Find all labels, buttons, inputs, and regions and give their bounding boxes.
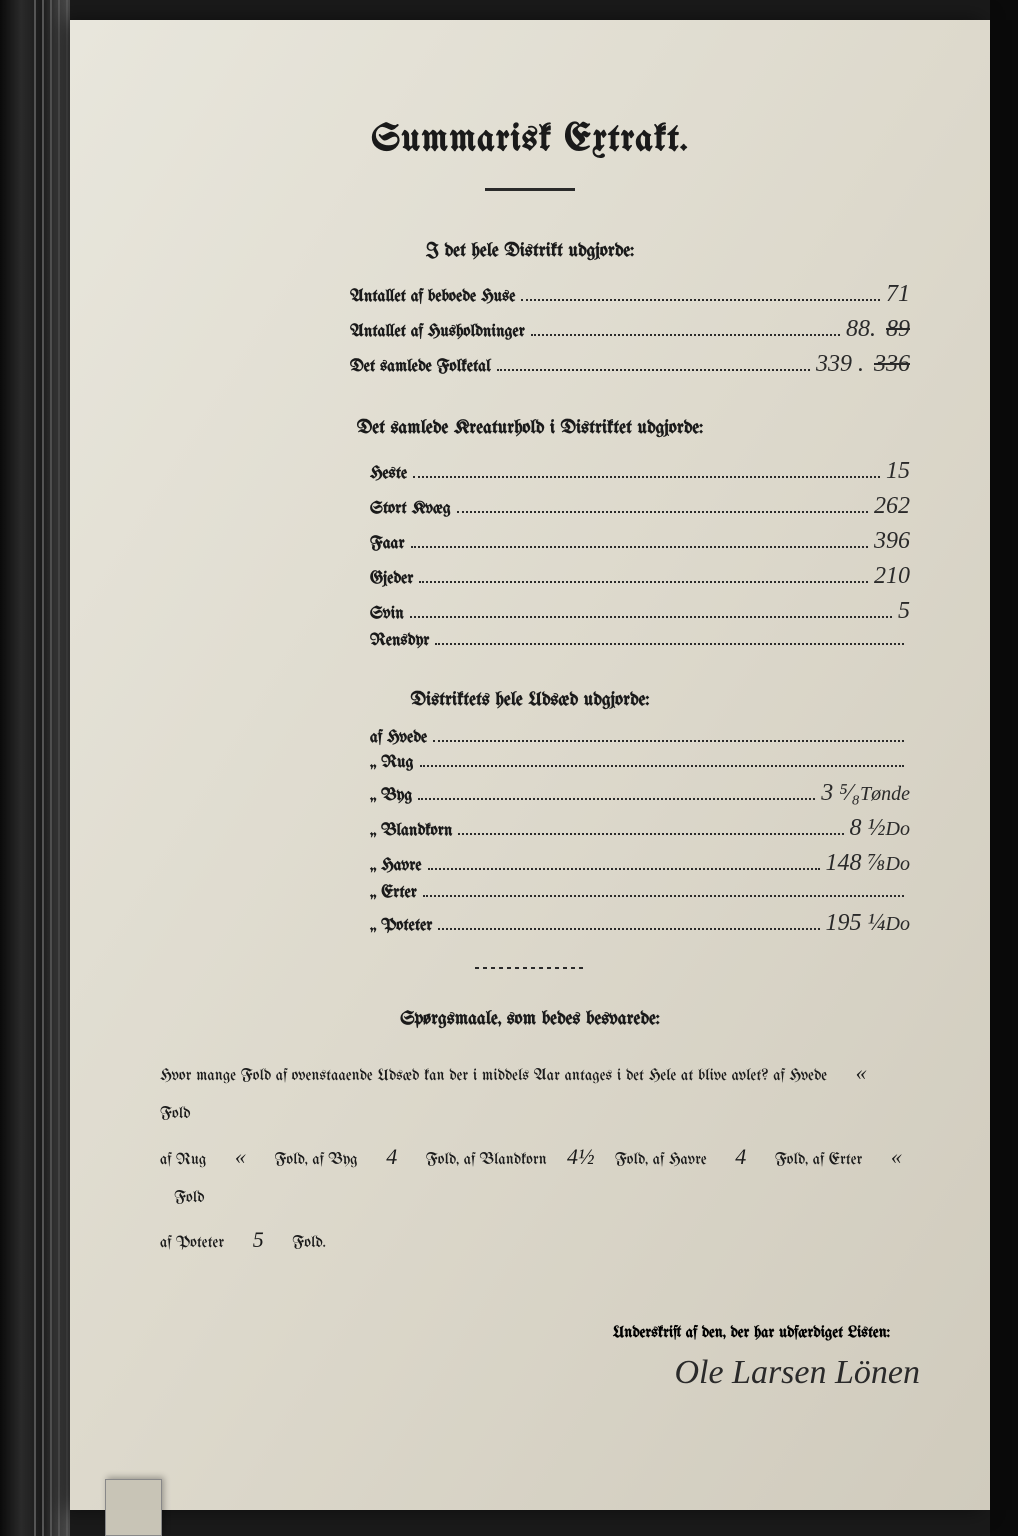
leader-dots [419,581,868,583]
value-sheep: 396 [874,528,910,555]
leader-dots [438,928,819,930]
leader-dots [435,643,904,645]
q-label-bland: Fold, af Blandkorn [426,1152,547,1169]
row-horses: Heste 15 [370,458,910,485]
value-barley: 3 ⁵⁄₈ [821,780,860,807]
section-heading-questions: Spørgsmaale, som bedes besvarede: [70,1009,990,1029]
value-houses: 71 [886,281,910,308]
unit-barley: Tønde [860,783,910,806]
q-val-rug: « [220,1133,260,1181]
leader-dots [497,369,810,371]
row-households: Antallet af Husholdninger 88. 89 [350,316,910,343]
row-pigs: Svin 5 [370,598,910,625]
value-mixedgrain: 8 ½ [850,815,886,842]
value-goats: 210 [874,563,910,590]
title-rule [485,188,575,191]
signature-label: Underskrift af den, der har udfærdiget L… [70,1325,890,1342]
label-population: Det samlede Folketal [350,359,491,376]
label-reindeer: Rensdyr [370,633,429,650]
label-goats: Gjeder [370,571,413,588]
leader-dots [428,868,820,870]
q-val-bland: 4½ [561,1133,601,1181]
label-wheat: af Hvede [370,730,427,747]
row-houses: Antallet af beboede Huse 71 [350,281,910,308]
leader-dots [458,833,843,835]
value-potatoes: 195 ¼ [826,910,886,937]
leader-dots [521,299,880,301]
row-cattle: Stort Kvæg 262 [370,493,910,520]
row-rye: „ Rug [370,755,910,772]
leader-dots [423,895,904,897]
label-cattle: Stort Kvæg [370,501,451,518]
leader-dots [433,740,904,742]
q-val-erter: « [876,1133,916,1181]
leader-dots [531,334,840,336]
section-heading-district: I det hele Distrikt udgjorde: [70,241,990,261]
q-fold-2: Fold [174,1190,204,1207]
document-page: Summarisk Extrakt. I det hele Distrikt u… [70,20,990,1510]
unit-potatoes: Do [886,913,910,936]
label-rye: „ Rug [370,755,414,772]
q-val-poteter: 5 [238,1216,278,1264]
row-wheat: af Hvede [370,730,910,747]
unit-mixedgrain: Do [886,818,910,841]
q-label-poteter: af Poteter [160,1235,224,1252]
value-households-struck: 89 [886,316,910,343]
leader-dots [411,546,868,548]
row-goats: Gjeder 210 [370,563,910,590]
row-sheep: Faar 396 [370,528,910,555]
value-population: 339 . [816,351,864,378]
label-peas: „ Erter [370,885,417,902]
unit-oats: Do [886,853,910,876]
row-peas: „ Erter [370,885,910,902]
q-fold-1: Fold [160,1106,190,1123]
leader-dots [413,476,880,478]
value-pigs: 5 [898,598,910,625]
row-mixedgrain: „ Blandkorn 8 ½ Do [370,815,910,842]
section-heading-livestock: Det samlede Kreaturhold i Distriktet udg… [70,418,990,438]
q-label-havre: Fold, af Havre [615,1152,707,1169]
value-population-struck: 336 [874,351,910,378]
signature-name: Ole Larsen Lönen [70,1354,920,1392]
label-sheep: Faar [370,536,405,553]
row-population: Det samlede Folketal 339 . 336 [350,351,910,378]
row-reindeer: Rensdyr [370,633,910,650]
right-dark-edge [990,0,1018,1536]
questions-paragraph: Hvor mange Fold af ovenstaaende Udsæd ka… [160,1049,920,1265]
value-households: 88. [846,316,876,343]
label-households: Antallet af Husholdninger [350,324,525,341]
bottom-tab [105,1479,162,1536]
leader-dots [418,798,815,800]
q-poteter-suffix: Fold. [292,1235,326,1252]
row-oats: „ Havre 148 ⅞ Do [370,850,910,877]
leader-dots [420,765,904,767]
label-pigs: Svin [370,606,404,623]
leader-dots [457,511,868,513]
row-potatoes: „ Poteter 195 ¼ Do [370,910,910,937]
value-cattle: 262 [874,493,910,520]
q-label-rug: af Rug [160,1152,206,1169]
book-spine [0,0,70,1536]
q-label-byg: Fold, af Byg [274,1152,357,1169]
row-barley: „ Byg 3 ⁵⁄₈ Tønde [370,780,910,807]
label-horses: Heste [370,466,407,483]
value-horses: 15 [886,458,910,485]
leader-dots [410,616,892,618]
section-divider [475,967,585,969]
label-barley: „ Byg [370,788,412,805]
label-houses: Antallet af beboede Huse [350,289,515,306]
q-label-erter: Fold, af Erter [775,1152,863,1169]
label-mixedgrain: „ Blandkorn [370,823,452,840]
section-heading-sowing: Distriktets hele Udsæd udgjorde: [70,690,990,710]
page-title: Summarisk Extrakt. [70,120,990,160]
label-potatoes: „ Poteter [370,918,432,935]
q-val-hvede: « [841,1049,881,1097]
label-oats: „ Havre [370,858,422,875]
spine-page-edges [28,0,68,1536]
q-val-havre: 4 [721,1133,761,1181]
q-val-byg: 4 [372,1133,412,1181]
q-text-intro: Hvor mange Fold af ovenstaaende Udsæd ka… [160,1068,827,1085]
value-oats: 148 ⅞ [826,850,886,877]
